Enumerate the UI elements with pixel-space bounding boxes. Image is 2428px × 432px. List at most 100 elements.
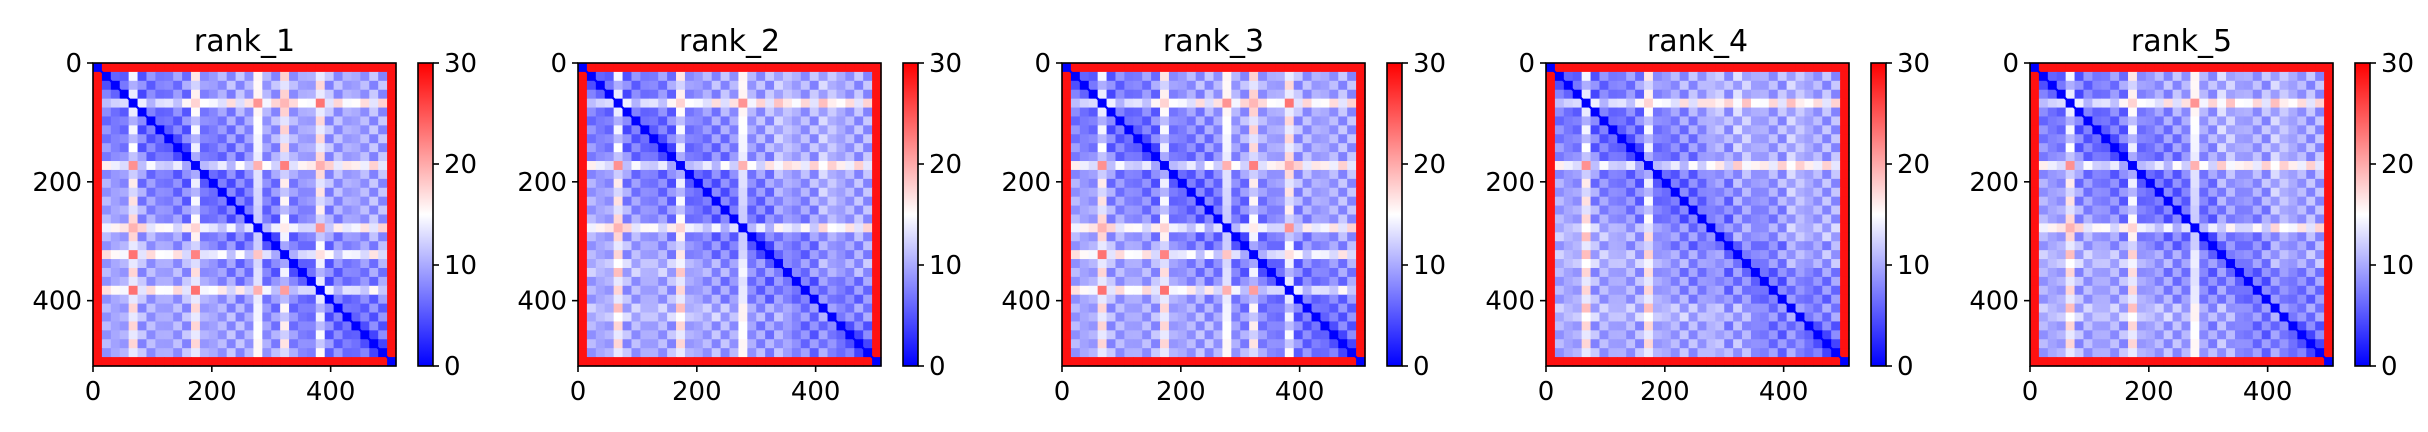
heatmap-cell: [622, 169, 633, 180]
heatmap-cell: [1133, 330, 1143, 340]
heatmap-cell: [756, 107, 766, 118]
heatmap-cell: [1062, 205, 1072, 216]
heatmap-cell: [1284, 98, 1295, 109]
heatmap-cell: [747, 107, 757, 118]
heatmap-cell: [1222, 187, 1232, 198]
heatmap-cell: [1670, 143, 1681, 153]
heatmap-cell: [1563, 276, 1574, 287]
heatmap-cell: [1231, 321, 1241, 331]
heatmap-cell: [640, 71, 650, 82]
heatmap-cell: [818, 178, 829, 189]
heatmap-cell: [1284, 80, 1295, 91]
heatmap-cell: [1302, 259, 1313, 269]
heatmap-cell: [378, 161, 388, 171]
heatmap-cell: [1670, 357, 1681, 367]
heatmap-cell: [306, 63, 317, 73]
heatmap-cell: [1249, 357, 1259, 367]
heatmap-cell: [137, 312, 148, 323]
heatmap-cell: [1320, 294, 1330, 305]
heatmap-cell: [235, 294, 246, 305]
heatmap-cell: [854, 71, 864, 82]
heatmap-cell: [93, 348, 103, 358]
heatmap-cell: [1581, 116, 1592, 126]
x-tick-label: 200: [1156, 377, 1206, 407]
heatmap-cell: [1750, 196, 1761, 207]
heatmap-cell: [854, 241, 864, 251]
heatmap-cell: [93, 71, 103, 82]
heatmap-cell: [342, 348, 353, 358]
heatmap-cell: [1724, 357, 1734, 367]
heatmap-cell: [2261, 107, 2272, 118]
heatmap-cell: [676, 285, 686, 296]
heatmap-cell: [676, 107, 686, 118]
heatmap-cell: [1142, 89, 1152, 100]
heatmap-cell: [1142, 134, 1152, 144]
heatmap-cell: [1831, 178, 1841, 189]
heatmap-cell: [1231, 276, 1241, 287]
heatmap-cell: [199, 303, 210, 314]
heatmap-cell: [595, 134, 606, 144]
heatmap-cell: [1195, 205, 1206, 216]
heatmap-cell: [667, 223, 677, 233]
heatmap-cell: [854, 196, 864, 207]
heatmap-cell: [1338, 250, 1348, 260]
heatmap-cell: [2038, 89, 2049, 100]
heatmap-cell: [1329, 152, 1339, 162]
heatmap-cell: [128, 267, 139, 278]
heatmap-cell: [1106, 125, 1117, 135]
heatmap-cell: [164, 71, 174, 82]
heatmap-cell: [1097, 134, 1108, 144]
heatmap-cell: [93, 125, 103, 135]
heatmap-cell: [1133, 339, 1143, 349]
heatmap-cell: [110, 169, 121, 180]
heatmap-cell: [1195, 276, 1206, 287]
heatmap-cell: [1742, 348, 1752, 358]
heatmap-cell: [1706, 116, 1716, 126]
heatmap-cell: [800, 330, 811, 340]
heatmap-cell: [2217, 116, 2227, 126]
heatmap-cell: [1599, 232, 1609, 242]
heatmap-cell: [622, 187, 633, 198]
heatmap-cell: [1231, 312, 1241, 323]
heatmap-cell: [1697, 321, 1708, 331]
heatmap-cell: [765, 143, 775, 153]
heatmap-cell: [782, 63, 793, 73]
heatmap-cell: [1151, 259, 1161, 269]
heatmap-cell: [324, 339, 335, 349]
heatmap-cell: [836, 348, 846, 358]
heatmap-cell: [2119, 125, 2129, 135]
heatmap-cell: [1724, 232, 1734, 242]
heatmap-cell: [253, 80, 263, 91]
heatmap-cell: [1302, 267, 1313, 278]
heatmap-cell: [818, 294, 829, 305]
heatmap-cell: [378, 339, 388, 349]
heatmap-cell: [315, 241, 326, 251]
heatmap-cell: [360, 321, 370, 331]
heatmap-cell: [119, 71, 130, 82]
heatmap-cell: [738, 250, 748, 260]
heatmap-cell: [1284, 134, 1295, 144]
heatmap-cell: [1554, 312, 1565, 323]
heatmap-cell: [872, 339, 882, 349]
heatmap-cell: [333, 196, 344, 207]
heatmap-cell: [128, 303, 139, 314]
heatmap-cell: [1679, 143, 1690, 153]
heatmap-cell: [1644, 143, 1654, 153]
heatmap-cell: [1177, 187, 1188, 198]
colorbar-tick-label: 10: [929, 251, 962, 281]
heatmap-cell: [155, 285, 165, 296]
heatmap-cell: [1320, 276, 1330, 287]
heatmap-cell: [1079, 232, 1090, 242]
heatmap-cell: [1617, 196, 1627, 207]
heatmap-cell: [1554, 250, 1565, 260]
heatmap-cell: [1563, 339, 1574, 349]
heatmap-cell: [155, 276, 165, 287]
heatmap-cell: [872, 98, 882, 109]
heatmap-cell: [1356, 134, 1366, 144]
heatmap-cell: [2128, 71, 2138, 82]
heatmap-cell: [1546, 303, 1556, 314]
heatmap-cell: [1661, 303, 1672, 314]
heatmap-cell: [244, 134, 255, 144]
heatmap-cell: [1329, 161, 1339, 171]
heatmap-cell: [1617, 339, 1627, 349]
